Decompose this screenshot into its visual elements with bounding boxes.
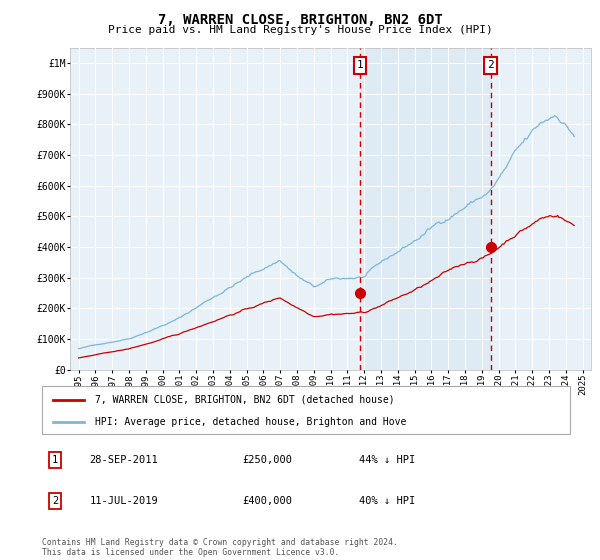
Text: 1: 1 (356, 60, 364, 71)
Text: 1: 1 (52, 455, 58, 465)
Text: 11-JUL-2019: 11-JUL-2019 (89, 496, 158, 506)
Text: Contains HM Land Registry data © Crown copyright and database right 2024.
This d: Contains HM Land Registry data © Crown c… (42, 538, 398, 557)
Text: Price paid vs. HM Land Registry's House Price Index (HPI): Price paid vs. HM Land Registry's House … (107, 25, 493, 35)
Text: 2: 2 (52, 496, 58, 506)
FancyBboxPatch shape (42, 386, 570, 434)
Text: £250,000: £250,000 (242, 455, 293, 465)
Text: 7, WARREN CLOSE, BRIGHTON, BN2 6DT: 7, WARREN CLOSE, BRIGHTON, BN2 6DT (158, 13, 442, 27)
Text: 2: 2 (487, 60, 494, 71)
Text: 28-SEP-2011: 28-SEP-2011 (89, 455, 158, 465)
Text: 40% ↓ HPI: 40% ↓ HPI (359, 496, 415, 506)
Text: 7, WARREN CLOSE, BRIGHTON, BN2 6DT (detached house): 7, WARREN CLOSE, BRIGHTON, BN2 6DT (deta… (95, 395, 394, 405)
Text: HPI: Average price, detached house, Brighton and Hove: HPI: Average price, detached house, Brig… (95, 417, 406, 427)
Text: 44% ↓ HPI: 44% ↓ HPI (359, 455, 415, 465)
Bar (360, 48, 491, 370)
Text: £400,000: £400,000 (242, 496, 293, 506)
